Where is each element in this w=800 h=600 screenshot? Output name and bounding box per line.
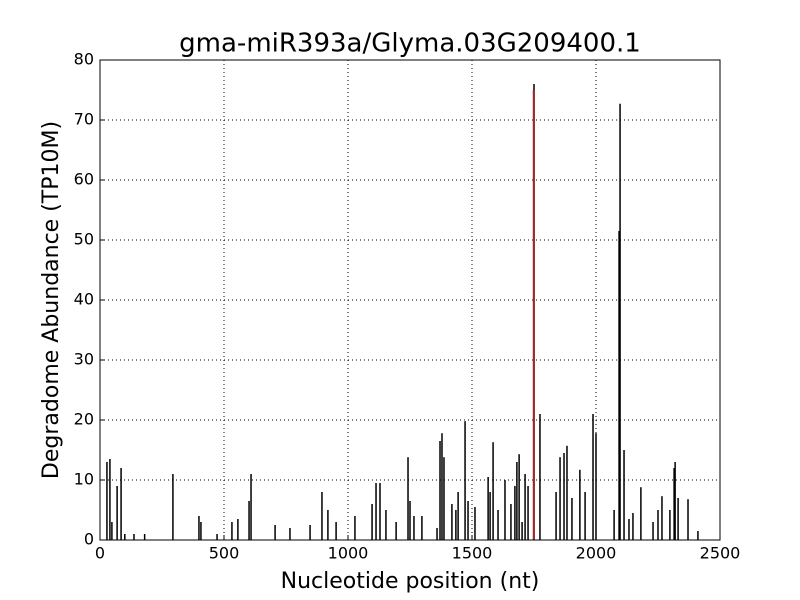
x-tick-label: 1500 bbox=[452, 544, 493, 563]
y-tick-label: 20 bbox=[74, 410, 94, 429]
plot-frame bbox=[99, 59, 721, 541]
x-tick-label: 1000 bbox=[328, 544, 369, 563]
y-tick-label: 0 bbox=[84, 530, 94, 549]
y-axis-label: Degradome Abundance (TP10M) bbox=[39, 121, 64, 479]
y-tick-label: 50 bbox=[74, 230, 94, 249]
y-tick-label: 40 bbox=[74, 290, 94, 309]
x-tick-label: 0 bbox=[95, 544, 105, 563]
y-tick-label: 60 bbox=[74, 170, 94, 189]
chart-title: gma-miR393a/Glyma.03G209400.1 bbox=[179, 29, 641, 59]
x-tick-label: 500 bbox=[209, 544, 240, 563]
y-tick-label: 80 bbox=[74, 50, 94, 69]
x-tick-label: 2000 bbox=[576, 544, 617, 563]
y-tick-label: 70 bbox=[74, 110, 94, 129]
y-tick-label: 30 bbox=[74, 350, 94, 369]
x-axis-label: Nucleotide position (nt) bbox=[281, 569, 540, 594]
x-tick-label: 2500 bbox=[700, 544, 741, 563]
y-tick-label: 10 bbox=[74, 470, 94, 489]
